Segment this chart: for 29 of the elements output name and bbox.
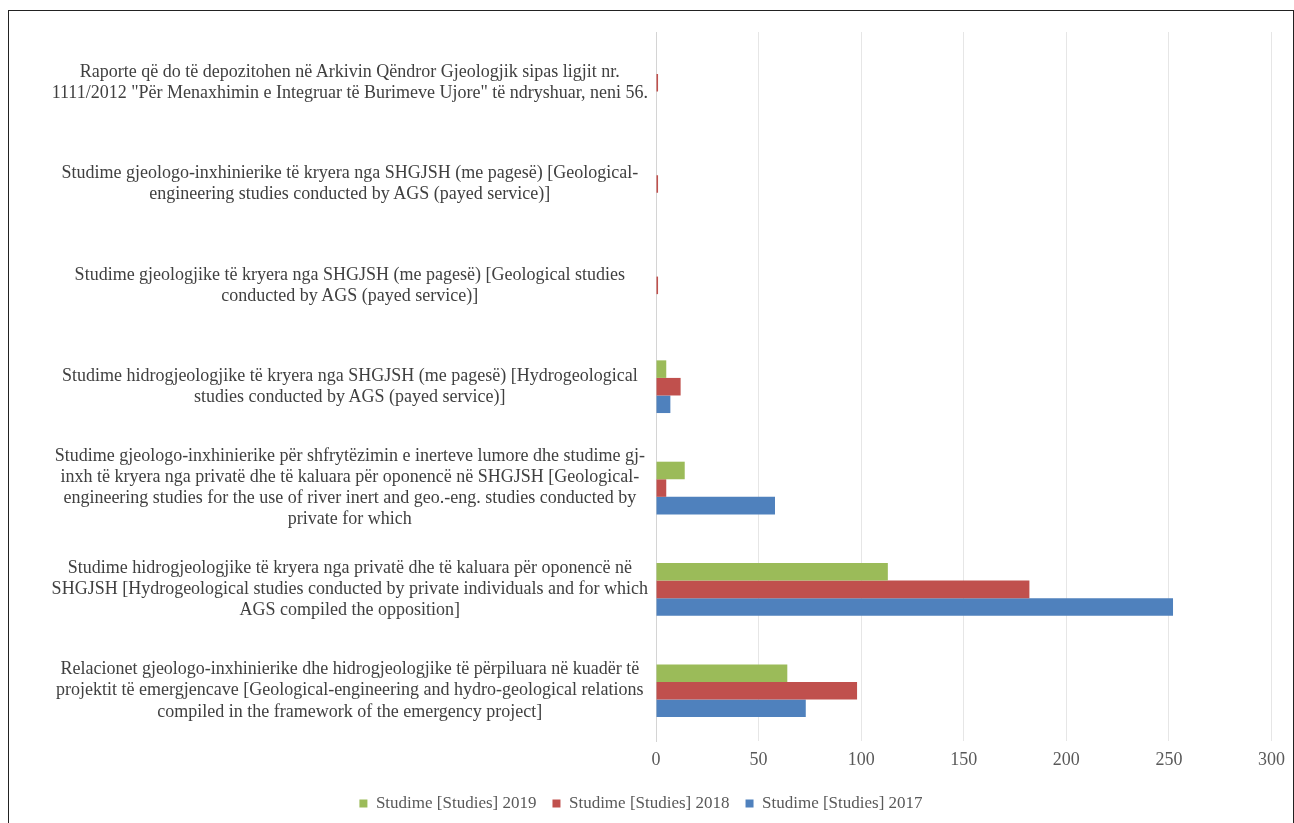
x-tick-label: 150 <box>950 748 978 769</box>
bar <box>656 598 1174 616</box>
bar <box>656 479 667 497</box>
x-tick-label: 0 <box>651 748 661 769</box>
y-tick-label: Raporte që do të depozitohen në Arkivin Qëndror Gjeologjik sipas ligjit nr. 1111/2012 "Për Menaxhimin e Integruar të Burimeve Ujore" të ndryshuar, neni 56. <box>51 60 648 102</box>
x-tick-label: 250 <box>1155 748 1183 769</box>
y-tick-label: Relacionet gjeologo-inxhinierike dhe hidrogjeologjike të përpiluara në kuadër të projektit të emergjencave [Geological-engineering and hydro-geological relations compiled in the framework of the emergency project] <box>56 658 644 721</box>
legend-label: Studime [Studies] 2019 <box>375 792 537 812</box>
bar <box>656 496 775 515</box>
bar <box>656 395 671 414</box>
bar <box>656 699 806 718</box>
bar <box>656 461 685 480</box>
y-tick-label: Studime hidrogjeologjike të kryera nga privatë dhe të kaluara për oponencë në SHGJSH [Hydrogeological studies conducted by private individuals and for which AGS compiled the opposition] <box>51 557 648 620</box>
legend-label: Studime [Studies] 2018 <box>568 792 730 812</box>
x-tick-label: 200 <box>1052 748 1080 769</box>
legend-label: Studime [Studies] 2017 <box>762 792 924 812</box>
y-tick-label: Studime gjeologo-inxhinierike të kryera nga SHGJSH (me pagesë) [Geological-engineering studies conducted by AGS (payed service)] <box>61 162 639 205</box>
y-tick-label: Studime gjeologo-inxhinierike për shfrytëzimin e inerteve lumore dhe studime gj-inxh të kryera nga privatë dhe të kaluara për oponencë në SHGJSH [Geological-engineering studies for the use of river inert and geo.-eng. studies conducted by private for which <box>54 445 645 529</box>
bar <box>656 664 788 682</box>
y-tick-label: Studime hidrogjeologjike të kryera nga SHGJSH (me pagesë) [Hydrogeological studies conducted by AGS (payed service)] <box>61 364 638 407</box>
bar <box>656 377 681 396</box>
bar <box>656 580 1030 599</box>
x-tick-label: 100 <box>847 748 875 769</box>
bar <box>656 681 858 700</box>
x-tick-label: 300 <box>1258 748 1285 769</box>
bar <box>656 563 888 581</box>
y-tick-label: Studime gjeologjike të kryera nga SHGJSH (me pagesë) [Geological studies conducted by AGS (payed service)] <box>74 263 625 306</box>
x-tick-label: 50 <box>749 748 768 769</box>
bar <box>656 360 667 378</box>
